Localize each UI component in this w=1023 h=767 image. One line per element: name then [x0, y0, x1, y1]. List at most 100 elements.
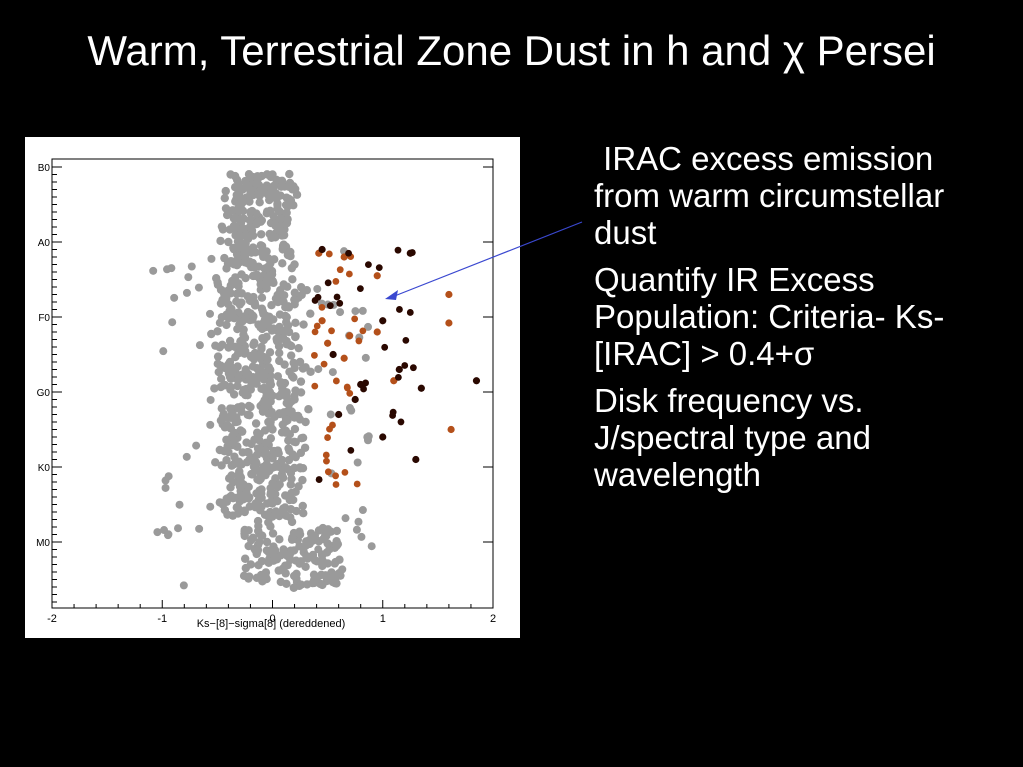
member-point [195, 524, 204, 533]
member-point [285, 367, 294, 376]
excess-strong-point [365, 261, 372, 269]
member-point [235, 192, 244, 202]
member-point [279, 291, 289, 300]
member-point [264, 363, 274, 372]
member-point [217, 312, 227, 322]
member-point [206, 309, 215, 318]
member-point [352, 525, 361, 534]
member-point [228, 460, 238, 469]
member-point [283, 215, 292, 224]
excess-weak-point [332, 278, 340, 285]
member-point [260, 396, 269, 405]
member-point [253, 444, 263, 453]
member-point [224, 474, 234, 483]
member-point [298, 501, 307, 511]
member-point [245, 197, 254, 206]
member-point [278, 420, 287, 429]
member-point [210, 384, 219, 393]
member-point [168, 318, 177, 327]
member-point [246, 188, 255, 198]
member-point [225, 336, 235, 346]
excess-weak-point [346, 332, 354, 340]
excess-strong-point [326, 302, 334, 310]
excess-strong-point [396, 306, 403, 313]
member-point [224, 299, 233, 309]
member-point [245, 222, 255, 232]
member-point [240, 231, 250, 241]
member-point [256, 474, 265, 483]
member-point [241, 390, 250, 400]
excess-strong-point [318, 245, 326, 254]
member-point [314, 365, 323, 374]
member-point [251, 301, 260, 310]
member-point [274, 342, 284, 351]
member-point [249, 339, 259, 348]
member-point [257, 485, 266, 494]
member-point [251, 546, 261, 556]
member-point [301, 417, 310, 427]
member-point [230, 313, 239, 323]
member-point [281, 428, 290, 437]
member-point [299, 509, 308, 518]
member-point [238, 448, 247, 457]
member-point [240, 506, 249, 515]
member-point [207, 329, 216, 339]
member-point [268, 529, 278, 538]
member-point [269, 211, 278, 221]
member-point [241, 176, 250, 186]
excess-strong-point [375, 264, 383, 272]
member-point [251, 419, 261, 428]
member-point [328, 577, 338, 587]
scatter-plot-panel: -2 -1 0 1 2 B0 A0 F0 G0 K0 M0 Ks−[8]−sigma[8] (der… [25, 137, 520, 638]
member-point [306, 309, 315, 318]
member-point [270, 546, 280, 555]
excess-weak-point [332, 377, 340, 385]
excess-strong-point [381, 343, 389, 351]
member-point [276, 182, 286, 191]
member-point [218, 500, 228, 509]
member-point [243, 410, 252, 420]
excess-strong-point [356, 285, 364, 293]
excess-weak-point [322, 451, 330, 459]
member-point [361, 353, 370, 362]
member-point [264, 466, 274, 476]
member-point [211, 458, 220, 467]
member-point [179, 581, 188, 590]
member-point [353, 458, 362, 467]
excess-weak-point [345, 270, 353, 278]
member-point [212, 274, 221, 283]
member-point [258, 407, 268, 416]
member-point [328, 368, 337, 377]
member-point [233, 257, 242, 266]
member-point [224, 237, 233, 247]
bullet-disk-frequency: Disk frequency vs. J/spectral type and w… [594, 382, 881, 493]
member-point [284, 327, 294, 337]
member-point [291, 332, 300, 341]
excess-weak-point [311, 382, 319, 390]
excess-strong-point [412, 455, 420, 464]
member-point [244, 170, 254, 179]
member-point [288, 275, 297, 284]
member-point [279, 280, 288, 289]
excess-weak-point [313, 322, 321, 330]
excess-strong-point [379, 317, 387, 325]
member-point [310, 556, 320, 565]
member-point [271, 233, 280, 242]
member-point [255, 537, 264, 547]
member-point [228, 511, 238, 520]
member-point [278, 473, 288, 482]
member-point [267, 326, 277, 335]
member-point [229, 390, 239, 399]
excess-weak-point [332, 481, 340, 488]
excess-weak-point [324, 339, 332, 347]
member-point [287, 488, 296, 498]
excess-weak-point [373, 272, 381, 280]
member-point [318, 523, 328, 533]
member-point [267, 300, 276, 310]
y-tick-label: K0 [38, 463, 51, 474]
member-point [286, 341, 296, 351]
member-point [252, 466, 262, 475]
member-point [222, 320, 231, 330]
excess-strong-point [315, 476, 323, 483]
excess-weak-point [346, 389, 354, 397]
